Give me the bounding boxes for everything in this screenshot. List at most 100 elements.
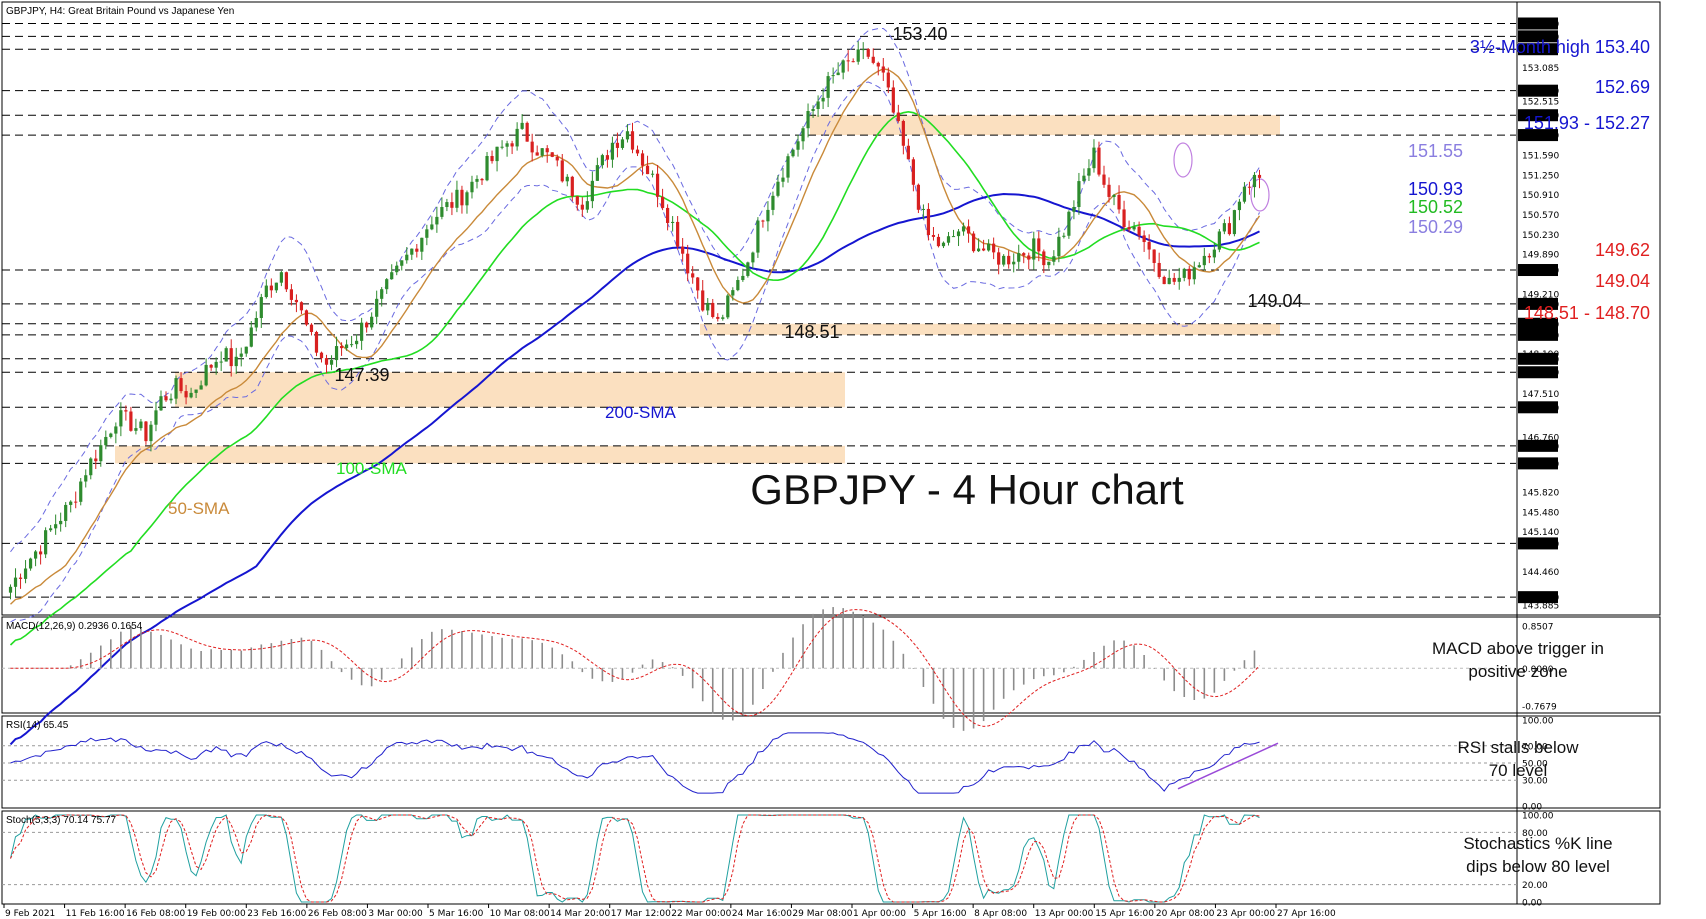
stoch-annotation-line1: Stochastics %K line bbox=[1463, 834, 1612, 853]
price-tick: 145.480 bbox=[1522, 508, 1559, 518]
candle-body bbox=[274, 282, 278, 291]
month-high-label: 3½-Month high 153.40 bbox=[1470, 37, 1650, 57]
candle-body bbox=[13, 577, 18, 587]
candle-body bbox=[716, 316, 720, 319]
candle-body bbox=[119, 410, 123, 427]
candle-body bbox=[1067, 211, 1071, 236]
candle-body bbox=[540, 148, 544, 156]
price-tick: 153.840 bbox=[1522, 20, 1559, 30]
level-149-62-label: 149.62 bbox=[1595, 240, 1650, 260]
candle-body bbox=[229, 348, 233, 367]
candle-body bbox=[595, 165, 599, 181]
candle-body bbox=[299, 302, 304, 311]
candle-body bbox=[1052, 256, 1056, 262]
price-tick: 144.460 bbox=[1522, 568, 1559, 578]
candle-body bbox=[931, 235, 936, 237]
price-tick: 146.310 bbox=[1522, 460, 1559, 470]
candle-body bbox=[1147, 242, 1151, 250]
candle-body bbox=[1207, 255, 1211, 258]
candle-body bbox=[104, 436, 108, 446]
candle-body bbox=[625, 131, 630, 140]
candle-body bbox=[129, 411, 133, 431]
candle-body bbox=[264, 285, 268, 298]
price-panel-frame bbox=[1, 1, 1661, 616]
candle-body bbox=[696, 277, 700, 291]
candle-body bbox=[721, 317, 725, 319]
time-tick-label: 17 Mar 12:00 bbox=[611, 909, 671, 919]
candle-body bbox=[385, 279, 389, 290]
candle-body bbox=[1072, 207, 1076, 212]
candle-body bbox=[400, 260, 404, 266]
time-tick-label: 9 Feb 2021 bbox=[5, 909, 55, 919]
price-tick: 149.210 bbox=[1522, 290, 1559, 300]
stochastic-indicator bbox=[2, 814, 1517, 903]
price-tick: 149.890 bbox=[1522, 251, 1559, 261]
candle-body bbox=[139, 421, 143, 429]
macd-title: MACD(12,26,9) 0.2936 0.1654 bbox=[6, 621, 143, 632]
candle-body bbox=[971, 233, 976, 252]
candle-body bbox=[164, 396, 168, 401]
candle-body bbox=[630, 131, 635, 150]
candle-body bbox=[806, 111, 810, 129]
candle-body bbox=[1212, 249, 1216, 258]
candle-body bbox=[375, 298, 379, 317]
bollinger-bands bbox=[10, 27, 1270, 623]
candle-body bbox=[846, 60, 850, 62]
price-tick: 152.690 bbox=[1522, 87, 1559, 97]
candle-body bbox=[344, 344, 349, 349]
candle-body bbox=[355, 340, 359, 345]
candle-body bbox=[360, 322, 364, 341]
candle-body bbox=[94, 458, 98, 462]
candle-body bbox=[450, 202, 454, 208]
candle-body bbox=[801, 128, 805, 142]
time-tick-label: 20 Apr 08:00 bbox=[1156, 909, 1215, 919]
candle-body bbox=[49, 528, 53, 531]
candle-body bbox=[1047, 261, 1051, 266]
candle-body bbox=[349, 344, 354, 346]
candle-body bbox=[28, 558, 33, 569]
candle-body bbox=[365, 322, 369, 328]
candle-body bbox=[44, 530, 48, 555]
candle-body bbox=[645, 165, 650, 175]
price-tick: 148.510 bbox=[1522, 331, 1559, 341]
candle-body bbox=[74, 501, 78, 503]
candle-body bbox=[1137, 226, 1141, 236]
price-tick: 145.820 bbox=[1522, 489, 1559, 499]
candle-body bbox=[746, 262, 750, 276]
candle-body bbox=[891, 87, 895, 113]
candle-body bbox=[1037, 238, 1041, 252]
time-tick-label: 1 Apr 00:00 bbox=[853, 909, 906, 919]
candle-body bbox=[1247, 186, 1252, 188]
candle-body bbox=[1057, 236, 1061, 257]
candle-body bbox=[1032, 238, 1036, 260]
candle-body bbox=[89, 458, 93, 476]
time-tick-label: 22 Mar 00:00 bbox=[671, 909, 731, 919]
time-tick-label: 5 Mar 16:00 bbox=[429, 909, 484, 919]
candle-body bbox=[1237, 201, 1242, 211]
candle-body bbox=[69, 501, 73, 505]
candle-body bbox=[831, 75, 835, 77]
candle-body bbox=[821, 97, 825, 102]
peak-price-label: 153.40 bbox=[892, 24, 947, 44]
price-tick: 149.040 bbox=[1522, 300, 1559, 310]
candle-body bbox=[380, 289, 384, 299]
price-tick: 152.270 bbox=[1522, 112, 1559, 122]
lower-band bbox=[10, 81, 1260, 623]
candle-body bbox=[23, 568, 28, 579]
price-tick: 151.930 bbox=[1522, 132, 1559, 142]
candle-body bbox=[761, 220, 765, 222]
sma100-value-label: 150.52 bbox=[1408, 197, 1463, 217]
candle-body bbox=[304, 310, 309, 325]
candle-body bbox=[936, 236, 941, 247]
candle-body bbox=[485, 156, 489, 181]
level-152-69-label: 152.69 bbox=[1595, 77, 1650, 97]
candle-body bbox=[370, 316, 374, 328]
candle-body bbox=[997, 252, 1001, 265]
candle-body bbox=[951, 236, 956, 238]
price-tag bbox=[1518, 439, 1558, 452]
candle-body bbox=[560, 160, 564, 182]
candle-body bbox=[555, 156, 559, 161]
candle-body bbox=[1107, 184, 1111, 197]
price-tick: 146.610 bbox=[1522, 442, 1559, 452]
candle-body bbox=[871, 56, 875, 63]
